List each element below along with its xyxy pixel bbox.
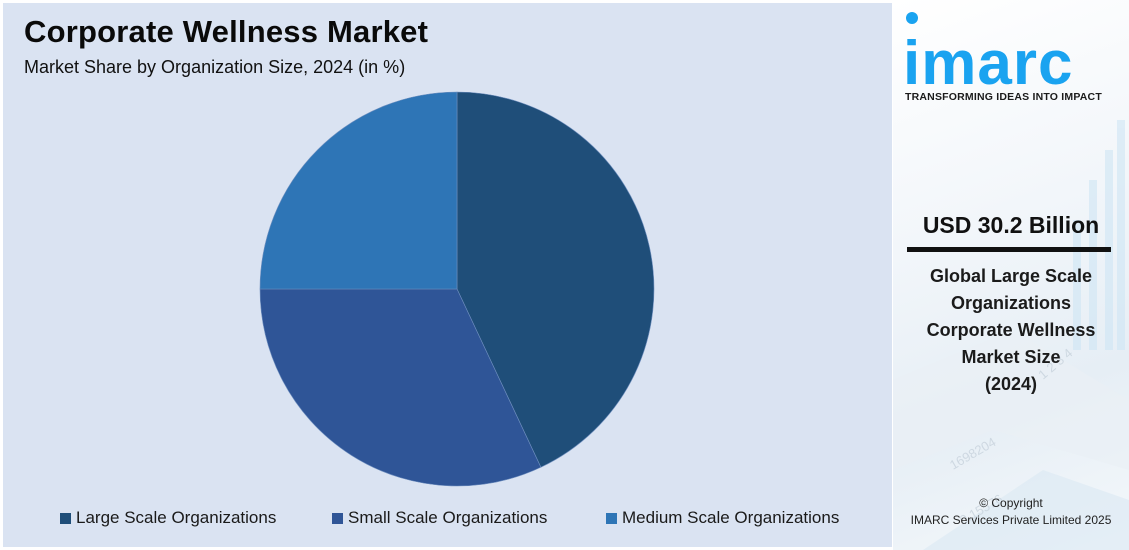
description-line: Corporate Wellness <box>926 320 1096 340</box>
chart-subtitle: Market Share by Organization Size, 2024 … <box>24 57 406 77</box>
pie-slice-small <box>259 288 542 487</box>
description-line: Organizations <box>950 293 1071 313</box>
copyright-line: IMARC Services Private Limited 2025 <box>910 513 1112 527</box>
legend-item-small: Small Scale Organizations <box>332 508 547 528</box>
market-value: USD 30.2 Billion <box>922 212 1100 238</box>
description-line: (2024) <box>984 374 1038 394</box>
description-line: Global Large Scale <box>929 266 1093 286</box>
divider <box>907 247 1111 252</box>
copyright: © Copyright IMARC Services Private Limit… <box>893 495 1129 529</box>
description-line: Market Size <box>961 347 1061 367</box>
pie-slice-medium <box>259 91 458 290</box>
chart-title: Corporate Wellness Market <box>24 14 429 49</box>
legend-label-small: Small Scale Organizations <box>348 508 548 527</box>
legend-label-large: Large Scale Organizations <box>76 508 277 527</box>
chart-panel: Corporate Wellness Market Market Share b… <box>3 3 892 547</box>
info-sidebar: 1 2 3 4 1698204 0.15576 imarc TRANSFORMI… <box>893 0 1129 550</box>
legend-swatch-large <box>60 512 71 524</box>
imarc-logo: imarc <box>903 12 1073 90</box>
legend-label-medium: Medium Scale Organizations <box>622 508 840 527</box>
legend-swatch-small <box>332 512 343 524</box>
logo-tagline: TRANSFORMING IDEAS INTO IMPACT <box>905 91 1102 103</box>
svg-text:imarc: imarc <box>903 29 1073 90</box>
legend-item-medium: Medium Scale Organizations <box>606 508 839 528</box>
legend-item-large: Large Scale Organizations <box>60 508 276 528</box>
legend-swatch-medium <box>606 512 617 524</box>
market-description: Global Large Scale Organizations Corpora… <box>893 263 1129 398</box>
pie-chart <box>259 91 655 487</box>
pie-slice-large <box>456 91 655 468</box>
copyright-line: © Copyright <box>979 496 1043 510</box>
